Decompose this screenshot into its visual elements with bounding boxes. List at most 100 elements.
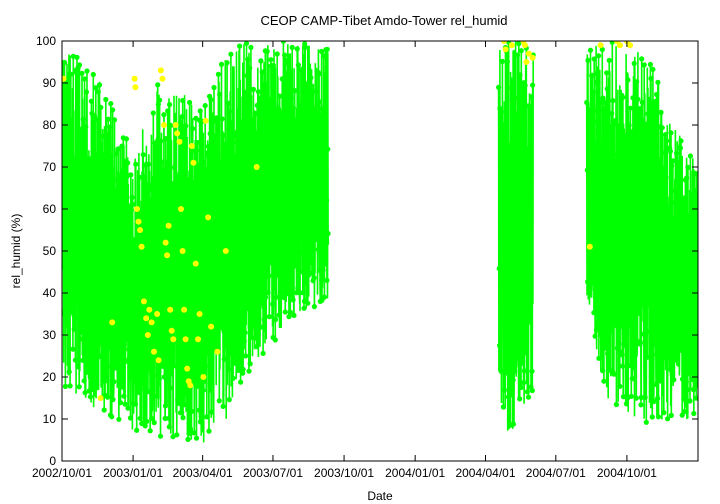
series-green-point [220, 403, 226, 409]
series-green-point [222, 142, 228, 148]
series-green-point [183, 262, 189, 268]
series-green-point [177, 191, 183, 197]
series-green-point [675, 165, 681, 172]
series-green-point [608, 328, 615, 334]
series-green-point [615, 295, 621, 301]
series-green-point [283, 276, 289, 282]
series-green-point [184, 204, 190, 211]
series-green-point [97, 304, 104, 310]
series-green-point [93, 159, 99, 165]
series-green-point [604, 86, 610, 92]
series-green-point [638, 394, 644, 401]
series-green-point [140, 263, 146, 269]
series-green-point [141, 348, 147, 354]
series-green-point [82, 390, 88, 396]
series-green-point [525, 394, 532, 400]
series-green-point [264, 267, 270, 273]
series-green-point [308, 75, 314, 81]
series-green-point [252, 137, 258, 144]
series-green-point [212, 172, 218, 178]
series-green-point [517, 72, 523, 78]
series-green-point [288, 233, 294, 239]
series-green-point [667, 148, 674, 154]
series-green-point [632, 132, 639, 138]
series-green-point [237, 274, 243, 280]
series-green-point [620, 363, 626, 369]
series-green-point [104, 189, 110, 195]
series-green-point [600, 95, 606, 101]
series-green-point [71, 326, 77, 332]
series-yellow-point [132, 84, 139, 91]
series-yellow-point [200, 374, 207, 380]
series-yellow-point [502, 46, 509, 53]
series-green-point [615, 209, 622, 215]
series-green-point [293, 125, 299, 131]
series-green-point [290, 105, 296, 111]
series-green-point [662, 132, 669, 138]
series-green-point [186, 354, 192, 360]
series-green-point [192, 352, 198, 358]
series-yellow-point [164, 252, 171, 259]
series-green-point [628, 393, 634, 399]
series-green-point [66, 163, 73, 169]
series-green-point [501, 173, 507, 179]
series-green-point [260, 81, 266, 87]
series-green-point [313, 88, 319, 94]
series-green-point [322, 167, 328, 173]
series-green-point [507, 142, 513, 148]
series-green-point [230, 375, 236, 381]
series-green-point [655, 395, 661, 401]
series-green-point [678, 335, 684, 341]
series-green-point [233, 354, 239, 360]
series-green-point [111, 341, 117, 347]
series-green-point [647, 61, 654, 68]
series-green-point [128, 172, 134, 178]
series-green-point [612, 158, 619, 164]
series-green-point [637, 341, 643, 347]
series-green-point [250, 86, 256, 92]
series-green-point [274, 51, 280, 57]
series-green-point [669, 188, 675, 194]
series-green-point [239, 118, 245, 125]
series-green-point [296, 193, 302, 199]
series-green-point [308, 259, 314, 265]
series-green-point [677, 145, 684, 151]
series-green-point [181, 402, 187, 408]
series-green-point [512, 95, 518, 101]
series-green-point [125, 160, 131, 166]
series-green-point [647, 328, 653, 334]
series-green-point [223, 153, 229, 159]
series-green-point [318, 115, 324, 121]
series-green-point [272, 337, 278, 343]
series-green-point [595, 249, 601, 256]
series-green-point [620, 94, 626, 100]
series-green-point [159, 159, 165, 165]
series-green-point [655, 414, 662, 420]
series-green-point [602, 100, 609, 106]
series-green-point [206, 336, 212, 342]
series-green-point [131, 347, 137, 353]
series-green-point [248, 44, 254, 51]
series-green-point [295, 285, 301, 291]
series-green-point [627, 105, 634, 111]
series-green-point [690, 230, 696, 236]
series-green-point [629, 376, 635, 382]
x-tick-label: 2002/10/01 [32, 466, 92, 480]
series-green-point [269, 237, 275, 243]
series-green-point [637, 143, 643, 149]
series-green-point [83, 89, 89, 95]
series-green-point [661, 165, 667, 172]
series-green-point [253, 220, 260, 226]
series-green-point [261, 164, 267, 170]
series-green-point [62, 195, 67, 201]
series-green-point [132, 237, 138, 243]
series-green-point [267, 168, 273, 174]
series-green-point [238, 379, 244, 385]
series-green-point [291, 220, 297, 226]
series-yellow-point [154, 311, 161, 317]
series-green-point [279, 76, 285, 82]
series-green-point [182, 346, 189, 352]
series-green-point [590, 89, 596, 95]
series-green-point [109, 414, 115, 420]
series-green-point [691, 410, 697, 417]
